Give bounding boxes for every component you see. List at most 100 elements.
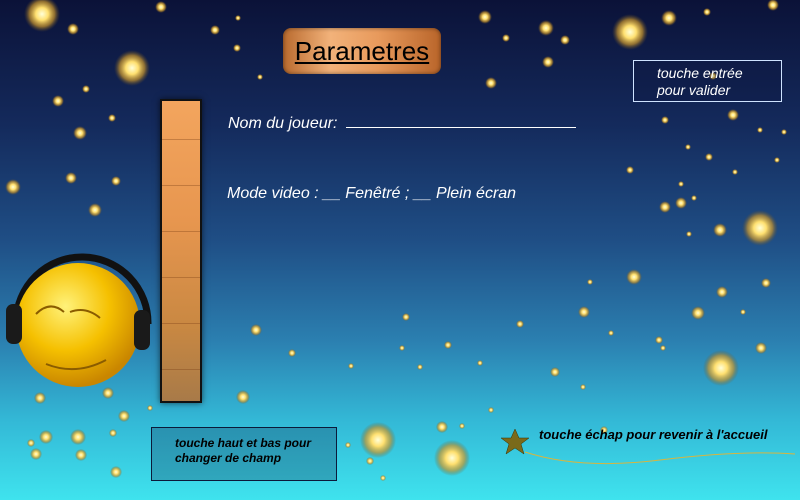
glow-dot [478, 10, 492, 24]
glow-dot [755, 342, 767, 354]
glow-dot [235, 15, 241, 21]
glow-dot [626, 166, 634, 174]
glow-dot [111, 176, 121, 186]
glow-dot [39, 430, 53, 444]
glow-dot [686, 231, 692, 237]
glow-dot [580, 384, 586, 390]
glow-dot [70, 429, 86, 445]
glow-dot [485, 77, 497, 89]
glow-dot [685, 144, 691, 150]
glow-dot [612, 14, 648, 50]
glow-dot [147, 405, 153, 411]
glow-dot [742, 210, 778, 246]
glow-dot [459, 423, 465, 429]
glow-dot [236, 390, 250, 404]
video-mode-field[interactable]: Mode video : __ Fenêtré ; __ Plein écran [227, 185, 516, 203]
glow-dot [360, 422, 396, 458]
glow-dot [678, 181, 684, 187]
glow-dot [110, 466, 122, 478]
glow-dot [436, 421, 448, 433]
glow-dot [488, 407, 494, 413]
page-title: Parametres [294, 35, 430, 66]
glow-dot [118, 410, 130, 422]
glow-dot [75, 449, 87, 461]
glow-dot [713, 223, 727, 237]
smiley-headphones-icon [6, 253, 152, 387]
glow-dot [210, 25, 220, 35]
glow-dot [661, 116, 669, 124]
glow-dot [27, 439, 35, 447]
updown-hint-line1: touche haut et bas pour [175, 436, 312, 450]
enter-hint-box: touche entrée pour valider [633, 60, 782, 102]
glow-dot [703, 350, 739, 386]
glow-dot [626, 269, 642, 285]
glow-dot [444, 341, 452, 349]
field-selector-bar [160, 99, 202, 403]
glow-dot [781, 129, 787, 135]
glow-dot [114, 50, 150, 86]
glow-dot [516, 320, 524, 328]
glow-dot [434, 440, 470, 476]
glow-dot [417, 364, 423, 370]
escape-hint: touche échap pour revenir à l'accueil [539, 427, 768, 442]
updown-hint-box: touche haut et bas pour changer de champ [151, 427, 337, 481]
title-plate: Parametres [283, 28, 441, 74]
glow-dot [659, 201, 671, 213]
glow-dot [608, 330, 614, 336]
glow-dot [402, 313, 410, 321]
glow-dot [155, 1, 167, 13]
gold-swoosh [524, 451, 796, 465]
player-name-field[interactable]: Nom du joueur: [228, 111, 576, 133]
glow-dot [550, 367, 560, 377]
glow-dot [691, 195, 697, 201]
glow-dot [716, 286, 728, 298]
glow-dot [705, 153, 713, 161]
glow-dot [366, 457, 374, 465]
video-mode-text: Mode video : __ Fenêtré ; __ Plein écran [227, 185, 517, 202]
glow-dot [233, 44, 241, 52]
glow-dot [288, 349, 296, 357]
glow-dot [538, 20, 554, 36]
glow-dot [477, 360, 483, 366]
glow-dot [774, 157, 780, 163]
glow-dot [740, 309, 746, 315]
glow-dot [82, 85, 90, 93]
glow-dot [542, 56, 554, 68]
glow-dot [703, 8, 711, 16]
player-name-label: Nom du joueur: [228, 115, 338, 132]
glow-dot [691, 306, 705, 320]
glow-dot [24, 0, 60, 32]
glow-dot [34, 392, 46, 404]
enter-hint-line2: pour valider [657, 82, 731, 98]
glow-dot [348, 363, 354, 369]
enter-hint-line1: touche entrée [657, 65, 743, 81]
glow-dot [502, 34, 510, 42]
updown-hint-line2: changer de champ [175, 451, 282, 465]
glow-dot [73, 126, 87, 140]
glow-dot [88, 203, 102, 217]
glow-dot [250, 324, 262, 336]
glow-dot [5, 179, 21, 195]
glow-dot [257, 74, 263, 80]
glow-dot [65, 172, 77, 184]
glow-dot [52, 95, 64, 107]
glow-dot [727, 109, 739, 121]
glow-dot [30, 448, 42, 460]
star-icon [500, 428, 530, 455]
glow-dot [767, 0, 779, 11]
glow-dot [587, 279, 593, 285]
glow-dot [661, 10, 677, 26]
glow-dot [108, 114, 116, 122]
glow-dot [560, 35, 570, 45]
glow-dot [578, 306, 590, 318]
glow-dot [757, 127, 763, 133]
glow-dot [109, 429, 117, 437]
glow-dot [761, 278, 771, 288]
glow-dot [732, 169, 738, 175]
glow-dot [345, 442, 351, 448]
glow-dot [67, 23, 79, 35]
glow-dot [660, 345, 666, 351]
glow-dot [655, 336, 663, 344]
player-name-input-line[interactable] [345, 111, 576, 128]
glow-dot [380, 475, 386, 481]
